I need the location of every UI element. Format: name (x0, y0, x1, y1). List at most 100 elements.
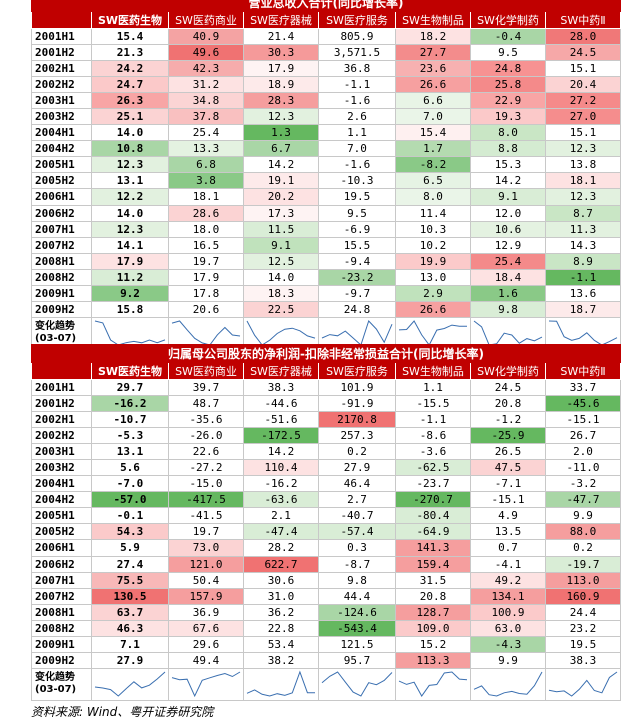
table-cell: 10.6 (470, 220, 546, 238)
row-label: 2004H1 (31, 124, 92, 142)
sparkline (246, 670, 315, 697)
sparkline (171, 671, 241, 698)
table-row: 2009H2 27.9 49.4 38.2 95.7 113.3 9.9 38.3 (31, 651, 621, 669)
row-label: 2007H1 (31, 220, 92, 238)
table-row: 2007H2 130.5 157.9 31.0 44.4 20.8 134.1 160.9 (31, 587, 621, 605)
table-cell: 13.1 (91, 172, 169, 190)
table-cell: -40.7 (318, 507, 396, 525)
table-cell: 17.8 (168, 284, 244, 302)
table-cell: -10.3 (318, 172, 396, 190)
table-cell: 20.4 (545, 76, 621, 94)
header-corner (31, 11, 92, 29)
table-cell: 33.7 (545, 378, 621, 397)
row-label: 2005H2 (31, 172, 92, 190)
sparkline-line (548, 320, 618, 346)
table-cell: 13.8 (545, 156, 621, 174)
table-title: 营业总收入合计(同比增长率) (31, 0, 621, 12)
table-cell: 12.3 (91, 156, 169, 174)
table-cell: 159.4 (395, 555, 471, 573)
table-row: 2007H1 75.5 50.4 30.6 9.8 31.5 49.2 113.0 (31, 571, 621, 589)
row-label: 2005H2 (31, 523, 92, 541)
table-row: 2005H2 13.1 3.8 19.1 -10.3 6.5 14.2 18.1 (31, 172, 621, 190)
table-cell: 14.1 (91, 236, 169, 254)
column-header: SW医药商业 (168, 11, 244, 29)
table-cell: -41.5 (168, 507, 244, 525)
table-cell: 11.2 (91, 268, 169, 286)
sparkline-line (246, 670, 315, 697)
table-cell: 1.6 (470, 284, 546, 302)
table-row: 2001H2 -16.2 48.7 -44.6 -91.9 -15.5 20.8 -45.6 (31, 395, 621, 413)
table-cell: 15.4 (91, 27, 169, 46)
sparkline (398, 671, 468, 698)
table-cell: 8.8 (470, 140, 546, 158)
table-cell: 10.8 (91, 140, 169, 158)
sparkline-line (94, 320, 166, 346)
table-cell: 44.4 (318, 587, 396, 605)
row-label: 2006H2 (31, 204, 92, 222)
sparkline (398, 320, 468, 347)
table-cell: 4.9 (470, 507, 546, 525)
column-header: SW医疗器械 (243, 362, 319, 380)
table-cell: 15.1 (545, 60, 621, 78)
table-cell: 40.9 (168, 27, 244, 46)
table-cell: 26.5 (470, 443, 546, 461)
table-cell: 38.3 (243, 378, 319, 397)
table-cell: 13.5 (470, 523, 546, 541)
table-cell: 25.4 (168, 124, 244, 142)
table-cell: 13.1 (91, 443, 169, 461)
column-header: SW医疗服务 (318, 11, 396, 29)
table-cell: 10.2 (395, 236, 471, 254)
table-cell: 9.5 (318, 204, 396, 222)
trend-label-line: 变化趋势 (35, 672, 75, 684)
table-cell: 15.5 (318, 236, 396, 254)
table-cell: 0.3 (318, 539, 396, 557)
sparkline-cell (243, 667, 319, 701)
table-row: 2003H2 5.6 -27.2 110.4 27.9 -62.5 47.5 -11.0 (31, 459, 621, 477)
sparkline-line (171, 671, 241, 698)
table-cell: 121.0 (168, 555, 244, 573)
table-cell: 9.9 (470, 651, 546, 669)
row-label: 2006H1 (31, 539, 92, 557)
table-cell: -270.7 (395, 491, 471, 509)
table-cell: 9.9 (545, 507, 621, 525)
table-cell: 2.0 (545, 443, 621, 461)
table-cell: 7.0 (395, 108, 471, 126)
table-row: 2009H1 7.1 29.6 53.4 121.5 15.2 -4.3 19.5 (31, 635, 621, 653)
table-cell: -16.2 (91, 395, 169, 413)
table-cell: 22.6 (168, 443, 244, 461)
sparkline (548, 671, 618, 697)
sparkline-line (321, 671, 393, 698)
row-label: 2008H2 (31, 268, 92, 286)
row-label: 2009H1 (31, 284, 92, 302)
table-cell: -8.6 (395, 427, 471, 445)
table-cell: -172.5 (243, 427, 319, 445)
row-label: 2003H2 (31, 108, 92, 126)
table-cell: 46.4 (318, 475, 396, 493)
table-cell: 23.6 (395, 60, 471, 78)
table-row: 2006H1 5.9 73.0 28.2 0.3 141.3 0.7 0.2 (31, 539, 621, 557)
table-row: 2007H2 14.1 16.5 9.1 15.5 10.2 12.9 14.3 (31, 236, 621, 254)
table-cell: 19.5 (318, 188, 396, 206)
table-cell: 8.9 (545, 252, 621, 270)
trend-label: 变化趋势 (03-07) (31, 667, 92, 701)
table-cell: 73.0 (168, 539, 244, 557)
table-cell: -7.1 (470, 475, 546, 493)
table-cell: 25.8 (470, 76, 546, 94)
table-row: 2004H2 10.8 13.3 6.7 7.0 1.7 8.8 12.3 (31, 140, 621, 158)
table-cell: 19.3 (470, 108, 546, 126)
table-cell: -3.2 (545, 475, 621, 493)
table-cell: -45.6 (545, 395, 621, 413)
table-cell: 63.7 (91, 603, 169, 621)
sparkline-line (548, 671, 618, 697)
table-cell: 20.2 (243, 188, 319, 206)
table-cell: 160.9 (545, 587, 621, 605)
row-label: 2009H1 (31, 635, 92, 653)
table-cell: 53.4 (243, 635, 319, 653)
sparkline (94, 320, 166, 346)
table-cell: 5.6 (91, 459, 169, 477)
table-cell: 121.5 (318, 635, 396, 653)
table-cell: 12.3 (545, 140, 621, 158)
row-label: 2001H1 (31, 27, 92, 46)
table-cell: -10.7 (91, 411, 169, 429)
table-cell: 12.3 (243, 108, 319, 126)
